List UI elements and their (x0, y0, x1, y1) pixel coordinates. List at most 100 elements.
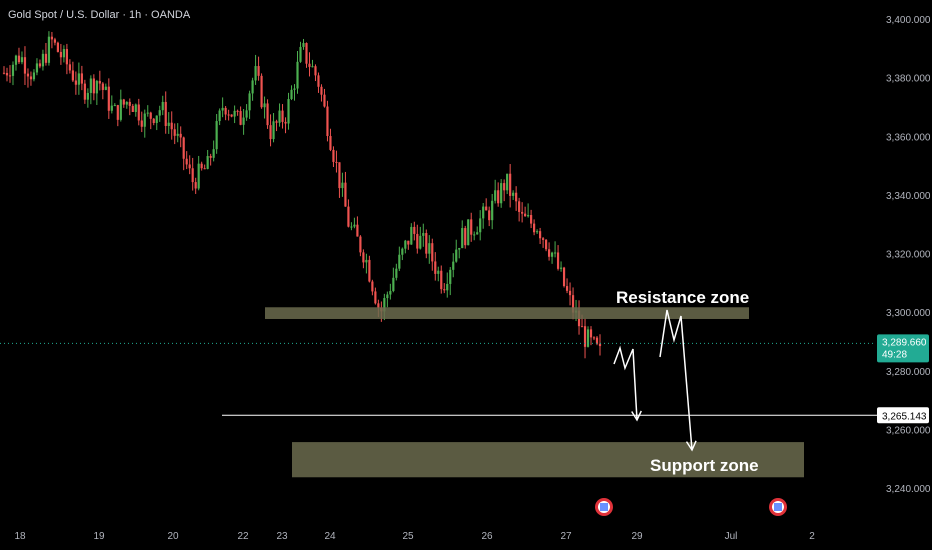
candle-body (164, 101, 167, 126)
candle-body (556, 252, 560, 269)
chart-title: Gold Spot / U.S. Dollar · 1h · OANDA (8, 9, 191, 21)
support-zone-label: Support zone (650, 456, 759, 475)
candle-body (14, 55, 18, 65)
candle-body (23, 57, 27, 74)
support-zone-box (292, 442, 804, 478)
candle-body (320, 86, 323, 95)
x-tick-label: 20 (167, 531, 179, 542)
candle-body (239, 111, 242, 125)
candle-body (299, 46, 302, 62)
candle-body (527, 215, 530, 217)
candle-body (464, 228, 467, 246)
candle-body (272, 121, 275, 140)
us-flag-icon[interactable] (769, 498, 787, 516)
candle-body (92, 78, 95, 94)
candle-body (362, 252, 365, 263)
candle-body (359, 236, 362, 253)
y-tick-label: 3,300.000 (886, 308, 931, 319)
candle-body (110, 105, 113, 111)
candle-body (530, 215, 533, 224)
candle-body (524, 213, 527, 217)
candles-layer (2, 31, 602, 359)
candle-body (128, 101, 131, 106)
candle-body (518, 201, 521, 212)
candle-body (329, 136, 332, 150)
candle-body (194, 182, 197, 189)
candle-body (431, 243, 434, 262)
candle-body (65, 49, 68, 65)
candle-body (368, 259, 371, 282)
candle-body (296, 61, 299, 89)
candle-body (5, 72, 9, 76)
candle-body (101, 83, 104, 90)
x-tick-label: 26 (481, 531, 493, 542)
candle-body (221, 107, 224, 111)
candle-body (290, 89, 293, 100)
candle-body (440, 270, 443, 290)
candle-body (544, 239, 548, 250)
us-flag-icon[interactable] (595, 498, 613, 516)
candle-body (437, 270, 440, 274)
candle-body (122, 99, 125, 105)
x-tick-label: Jul (725, 531, 738, 542)
candle-body (458, 248, 461, 250)
candle-body (332, 149, 335, 162)
projection-arrow-long-head (685, 440, 697, 452)
candle-body (494, 190, 497, 201)
candle-body (206, 156, 209, 169)
candle-body (116, 105, 119, 120)
candle-body (302, 43, 305, 47)
current-price-tag (877, 334, 929, 363)
candle-body (227, 114, 230, 116)
candle-body (323, 94, 326, 107)
candle-body (140, 120, 143, 127)
candle-body (26, 73, 30, 77)
x-tick-label: 24 (324, 531, 336, 542)
zones-layer: Resistance zone Support zone (265, 288, 804, 478)
candle-body (233, 110, 236, 117)
candle-body (125, 101, 128, 105)
candle-body (8, 75, 12, 77)
candle-body (89, 78, 92, 93)
candle-body (251, 80, 254, 94)
candle-body (197, 163, 200, 189)
candle-body (104, 86, 107, 90)
candle-body (455, 249, 458, 262)
candle-body (410, 226, 413, 245)
candle-body (137, 104, 140, 121)
x-tick-label: 2 (809, 531, 815, 542)
candle-body (224, 107, 227, 115)
candle-body (200, 163, 203, 169)
candle-body (269, 125, 272, 140)
x-tick-label: 18 (14, 531, 26, 542)
candle-body (146, 112, 149, 114)
candle-body (56, 42, 60, 52)
candle-body (398, 254, 401, 269)
candle-body (500, 183, 503, 204)
candle-body (449, 269, 452, 284)
x-tick-label: 25 (402, 531, 414, 542)
candle-body (47, 36, 51, 63)
candle-body (62, 49, 65, 58)
candle-body (131, 105, 134, 112)
candle-body (209, 156, 212, 158)
candle-body (365, 259, 368, 263)
candle-body (371, 281, 374, 292)
candle-body (509, 173, 512, 196)
candle-body (541, 238, 545, 240)
candle-body (550, 252, 554, 257)
lines-layer (0, 342, 880, 416)
candle-body (74, 80, 77, 85)
candle-body (571, 295, 575, 313)
candle-body (158, 110, 161, 116)
candle-body (245, 110, 248, 118)
x-tick-label: 29 (631, 531, 643, 542)
candle-body (491, 200, 494, 221)
projection-arrow-long (659, 309, 693, 451)
y-tick-label: 3,400.000 (886, 15, 931, 26)
candle-body (350, 226, 353, 228)
candle-body (512, 192, 515, 196)
event-markers[interactable] (595, 498, 787, 516)
